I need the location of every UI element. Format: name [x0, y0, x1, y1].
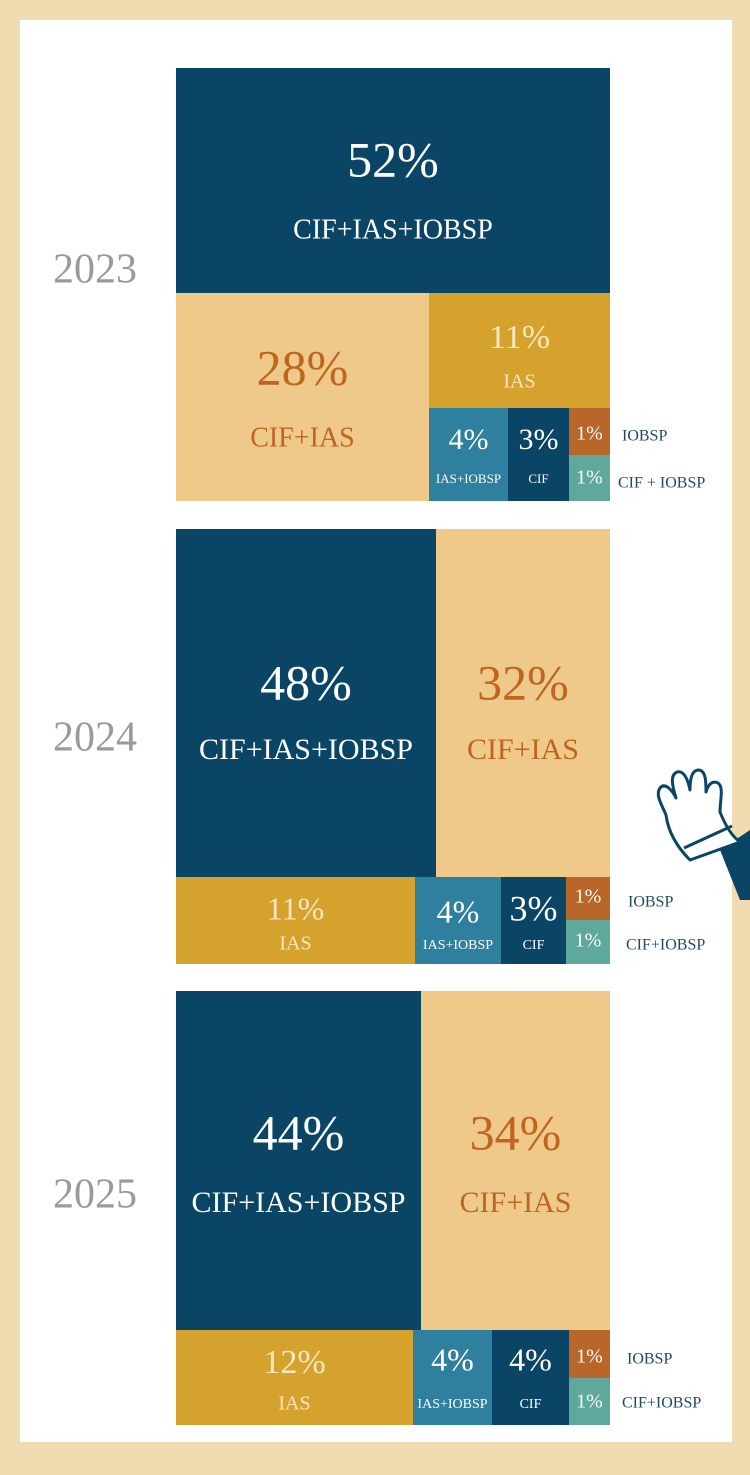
value-label: 12%: [263, 1344, 325, 1381]
category-label: CIF+IAS: [460, 1186, 572, 1219]
treemap-cell: [176, 293, 429, 501]
category-label: CIF+IAS+IOBSP: [293, 214, 493, 245]
treemap-cell: [569, 1330, 610, 1378]
hand-icon: [656, 768, 750, 900]
treemap-cell: [421, 991, 610, 1330]
value-label: 4%: [437, 893, 480, 929]
category-label: CIF+IOBSP: [622, 1395, 701, 1412]
treemap-cell: [415, 877, 501, 964]
value-label: 4%: [431, 1341, 474, 1377]
category-label: IAS: [279, 933, 311, 955]
treemap-cell: [492, 1330, 569, 1425]
treemap-cell: [429, 293, 610, 408]
category-label: IAS: [503, 371, 535, 393]
treemap-cell: [176, 1330, 413, 1425]
treemap-cell: [566, 920, 610, 964]
year-label: 2024: [53, 715, 137, 761]
value-label: 1%: [576, 467, 603, 489]
value-label: 1%: [575, 886, 602, 908]
category-label: CIF + IOBSP: [618, 475, 705, 492]
value-label: 4%: [509, 1341, 552, 1377]
year-label: 2023: [53, 247, 137, 293]
value-label: 11%: [489, 319, 550, 356]
category-label: IOBSP: [628, 894, 673, 911]
category-label: IAS+IOBSP: [436, 471, 501, 486]
value-label: 1%: [576, 1346, 603, 1368]
category-label: IOBSP: [622, 428, 667, 445]
treemap-cell: [569, 455, 610, 501]
value-label: 1%: [576, 423, 603, 445]
category-label: IOBSP: [627, 1351, 672, 1368]
value-label: 44%: [253, 1104, 345, 1160]
value-label: 1%: [575, 930, 602, 952]
value-label: 34%: [470, 1104, 562, 1160]
value-label: 11%: [267, 890, 324, 926]
value-label: 32%: [477, 654, 569, 710]
value-label: 3%: [519, 423, 559, 456]
treemap-cell: [508, 408, 569, 501]
year-label: 2025: [53, 1172, 137, 1218]
category-label: IAS+IOBSP: [423, 938, 493, 953]
category-label: CIF+IAS: [250, 422, 354, 453]
value-label: 28%: [257, 339, 349, 395]
category-label: CIF+IAS+IOBSP: [199, 733, 413, 766]
category-label: CIF: [523, 938, 545, 953]
category-label: IAS+IOBSP: [417, 1397, 487, 1412]
category-label: CIF+IAS+IOBSP: [192, 1186, 406, 1219]
category-label: CIF+IOBSP: [626, 937, 705, 954]
category-label: CIF: [528, 471, 548, 486]
category-label: CIF: [520, 1397, 542, 1412]
treemap-cell: [501, 877, 566, 964]
value-label: 3%: [510, 888, 558, 928]
treemap-cell: [176, 877, 415, 964]
treemap-cell: [566, 877, 610, 920]
treemap-cell: [176, 991, 421, 1330]
treemap-cell: [429, 408, 508, 501]
category-label: IAS: [278, 1393, 310, 1415]
treemap-cell: [569, 408, 610, 455]
category-label: CIF+IAS: [467, 733, 579, 766]
treemap-cell: [176, 68, 610, 293]
value-label: 4%: [449, 423, 489, 456]
treemap-cell: [413, 1330, 492, 1425]
treemap-cell: [569, 1378, 610, 1425]
treemap-cell: [436, 529, 610, 877]
treemap-cell: [176, 529, 436, 877]
value-label: 48%: [260, 654, 352, 710]
value-label: 52%: [347, 131, 439, 187]
value-label: 1%: [576, 1391, 603, 1413]
